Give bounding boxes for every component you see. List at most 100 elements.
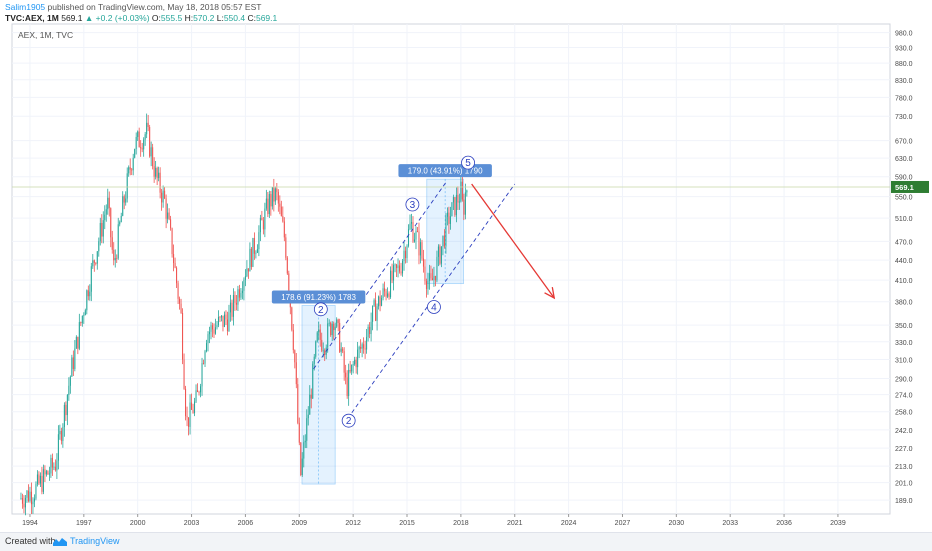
candle-body: [413, 239, 416, 242]
candle-body: [176, 267, 178, 284]
candle-body: [292, 329, 294, 351]
candle-body: [32, 501, 34, 505]
candle-body: [119, 222, 121, 225]
candle-body: [349, 369, 351, 372]
candle-body: [445, 216, 447, 247]
y-tick-label: 274.0: [895, 393, 913, 400]
candle-body: [180, 303, 182, 313]
up-triangle-icon: ▲: [84, 13, 94, 23]
candle-body: [146, 122, 148, 135]
candle-body: [192, 409, 194, 414]
candle-body: [26, 490, 28, 498]
candle-body: [388, 293, 390, 298]
candle-body: [117, 224, 119, 259]
range-label-text: 179.0 (43.91%) 1790: [408, 167, 483, 176]
candle-body: [288, 273, 290, 294]
candle-body: [155, 167, 157, 177]
candle-body: [424, 266, 426, 282]
candle-body: [268, 194, 270, 215]
candle-body: [249, 248, 251, 272]
tradingview-logo-icon[interactable]: [53, 537, 67, 546]
candle-body: [213, 329, 215, 334]
time-axis[interactable]: 1994 1997 2000 2003 2006 2009 2012 2015 2018 2021…: [22, 514, 846, 527]
candle-body: [197, 390, 199, 393]
candle-body: [143, 139, 145, 150]
candle-body: [56, 460, 58, 471]
candle-body: [113, 249, 115, 261]
candle-body: [53, 466, 55, 468]
y-tick-label: 590.0: [895, 175, 913, 182]
candle-body: [235, 302, 237, 305]
candle-body: [385, 291, 387, 297]
candle-body: [427, 280, 429, 289]
forecast-arrow-line: [471, 183, 555, 299]
candle-body: [357, 349, 359, 368]
candle-body: [430, 273, 432, 279]
x-tick-label: 2018: [453, 520, 469, 527]
candle-body: [36, 474, 38, 485]
candle-body: [271, 187, 273, 207]
candle-body: [66, 394, 68, 416]
close-label: C:: [247, 13, 256, 23]
tradingview-link[interactable]: TradingView: [70, 536, 120, 546]
candle-body: [313, 356, 315, 364]
y-tick-label: 730.0: [895, 114, 913, 121]
candle-body: [312, 363, 314, 399]
candle-body: [62, 427, 64, 441]
candle-body: [150, 147, 152, 157]
candle-body: [135, 136, 137, 149]
candle-body: [126, 173, 128, 199]
candle-body: [255, 252, 257, 254]
candle-body: [174, 262, 176, 268]
candle-body: [331, 323, 333, 336]
publisher-link[interactable]: Salim1905: [5, 2, 46, 12]
candle-body: [231, 302, 233, 317]
candle-body: [404, 250, 407, 259]
x-tick-label: 2000: [130, 520, 146, 527]
candle-body: [198, 392, 200, 393]
candle-body: [217, 317, 220, 326]
candle-body: [277, 192, 279, 204]
candle-body: [274, 188, 276, 202]
candle-body: [159, 172, 161, 193]
candle-body: [189, 402, 191, 427]
candle-body: [182, 312, 184, 360]
wave-label-circle: [313, 302, 328, 317]
candle-body: [455, 194, 457, 216]
wave-label-text: 3: [410, 200, 416, 211]
candle-body: [165, 198, 167, 219]
candle-body: [179, 298, 181, 304]
candle-body: [129, 167, 131, 170]
last-price: 569.1: [61, 13, 83, 23]
x-tick-label: 2024: [561, 520, 577, 527]
candle-body: [399, 265, 401, 272]
candle-body: [114, 258, 116, 261]
x-tick-label: 2039: [830, 520, 846, 527]
candle-body: [440, 246, 442, 264]
x-tick-label: 2015: [399, 520, 415, 527]
candle-body: [98, 241, 100, 252]
x-tick-label: 2021: [507, 520, 523, 527]
candle-body: [30, 491, 32, 505]
candle-body: [457, 194, 459, 203]
y-tick-label: 242.0: [895, 428, 913, 435]
candle-body: [330, 322, 332, 336]
candle-body: [185, 388, 187, 417]
candle-body: [120, 215, 122, 223]
candle-body: [345, 372, 347, 378]
candle-body: [138, 131, 140, 148]
price-axis[interactable]: 189.0 201.0 213.0 227.0 242.0 258.0 274.0 290.0…: [891, 31, 929, 506]
candle-body: [358, 347, 360, 350]
candle-body: [452, 197, 454, 203]
candle-body: [223, 314, 225, 327]
candle-body: [149, 126, 151, 157]
candle-body: [315, 341, 317, 357]
candle-body: [107, 197, 109, 210]
y-tick-label: 227.0: [895, 446, 913, 453]
candle-body: [211, 325, 214, 330]
candle-body: [409, 223, 411, 230]
candle-body: [144, 134, 146, 140]
candle-body: [96, 251, 98, 264]
forecast-arrow-head: [544, 287, 556, 300]
